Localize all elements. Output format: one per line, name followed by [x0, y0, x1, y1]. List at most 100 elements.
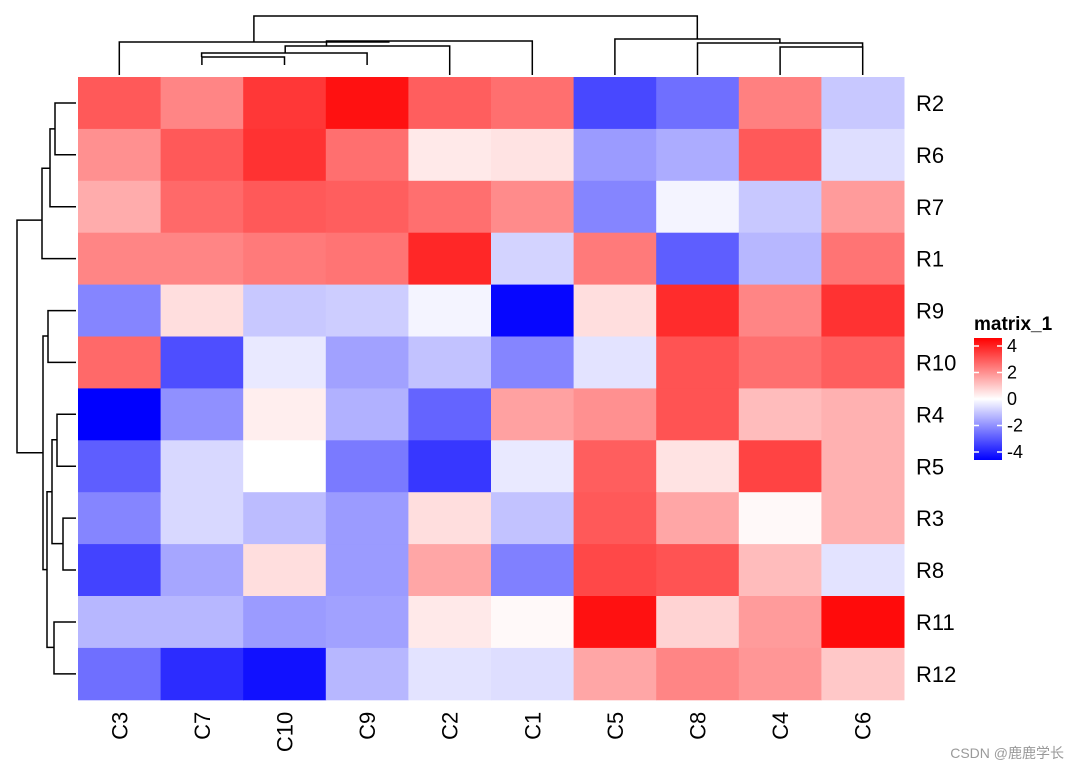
column-label-C9: C9	[355, 712, 380, 740]
column-dendrogram	[118, 15, 864, 75]
heatmap-cell-R1-C10	[243, 232, 327, 286]
heatmap-cell-R12-C3	[78, 647, 162, 701]
heatmap-cell-R4-C6	[821, 388, 905, 441]
heatmap-cell-R4-C10	[243, 388, 327, 441]
column-label-C10: C10	[273, 712, 298, 752]
column-label-C8: C8	[686, 712, 711, 740]
heatmap-cell-R9-C4	[738, 284, 822, 337]
heatmap-cell-R2-C6	[821, 77, 905, 130]
heatmap-cell-R10-C1	[491, 336, 575, 389]
heatmap-cell-R6-C4	[738, 128, 822, 182]
heatmap-cell-R9-C8	[656, 284, 740, 337]
column-dendrogram-link	[253, 15, 699, 42]
heatmap-cell-R7-C9	[325, 180, 409, 234]
column-dendrogram-link	[325, 40, 534, 75]
heatmap-cell-R7-C6	[821, 180, 905, 234]
row-dendrogram-link	[49, 128, 76, 208]
heatmap-cell-R2-C2	[408, 77, 492, 130]
column-dendrogram-link	[779, 46, 864, 75]
heatmap-cell-R3-C7	[160, 492, 244, 545]
heatmap-cell-R5-C6	[821, 440, 905, 493]
column-label-C2: C2	[438, 712, 463, 740]
heatmap-cell-R3-C4	[738, 492, 822, 545]
row-label-R12: R12	[916, 662, 956, 687]
heatmap-cell-R2-C8	[656, 77, 740, 130]
heatmap-cell-R5-C4	[738, 440, 822, 493]
heatmap-cell-R9-C3	[78, 284, 162, 337]
heatmap-cell-R5-C9	[325, 440, 409, 493]
watermark: CSDN @鹿鹿学长	[950, 745, 1064, 761]
heatmap-cell-R9-C10	[243, 284, 327, 337]
heatmap-cell-R1-C3	[78, 232, 162, 286]
heatmap-cell-R11-C3	[78, 596, 162, 649]
row-label-R1: R1	[916, 247, 944, 272]
heatmap-cell-R6-C3	[78, 128, 162, 182]
heatmap-cell-R9-C9	[325, 284, 409, 337]
heatmap-cell-R1-C5	[573, 232, 657, 286]
heatmap-cell-R9-C1	[491, 284, 575, 337]
row-dendrogram-link	[54, 102, 76, 156]
legend-tick-label: 4	[1007, 336, 1017, 356]
row-labels: R2 R6 R7 R1 R9 R10 R4 R5 R3 R8 R11 R12	[916, 91, 956, 687]
heatmap-cell-R7-C4	[738, 180, 822, 234]
heatmap-cell-R8-C9	[325, 544, 409, 597]
column-dendrogram-link	[201, 56, 286, 65]
column-label-C6: C6	[851, 712, 876, 740]
heatmap-cell-R5-C7	[160, 440, 244, 493]
heatmap-cell-R11-C10	[243, 596, 327, 649]
heatmap-cell-R4-C5	[573, 388, 657, 441]
heatmap-cell-R11-C1	[491, 596, 575, 649]
legend-ticks: 4 2 0 -2 -4	[974, 336, 1023, 462]
heatmap-cell-R12-C2	[408, 647, 492, 701]
heatmap-cell-R12-C1	[491, 647, 575, 701]
color-legend: matrix_1 4 2 0 -2 -4	[974, 314, 1053, 462]
heatmap-cell-R3-C10	[243, 492, 327, 545]
heatmap-cell-R5-C5	[573, 440, 657, 493]
row-dendrogram-link	[56, 413, 76, 468]
row-label-R7: R7	[916, 195, 944, 220]
heatmap-cell-R6-C2	[408, 128, 492, 182]
heatmap-cell-R9-C5	[573, 284, 657, 337]
row-label-R3: R3	[916, 506, 944, 531]
row-dendrogram-link	[46, 490, 54, 649]
heatmap-cell-R4-C4	[738, 388, 822, 441]
heatmap-cell-R9-C7	[160, 284, 244, 337]
heatmap-cells	[78, 77, 905, 701]
heatmap-cell-R9-C6	[821, 284, 905, 337]
heatmap-cell-R2-C3	[78, 77, 162, 130]
heatmap-cell-R11-C9	[325, 596, 409, 649]
column-label-C1: C1	[520, 712, 545, 740]
row-dendrogram	[16, 102, 76, 675]
heatmap-cell-R5-C8	[656, 440, 740, 493]
heatmap-cell-R3-C6	[821, 492, 905, 545]
heatmap-cell-R3-C9	[325, 492, 409, 545]
heatmap-cell-R8-C7	[160, 544, 244, 597]
row-label-R4: R4	[916, 402, 944, 427]
heatmap-cell-R8-C1	[491, 544, 575, 597]
heatmap-cell-R1-C1	[491, 232, 575, 286]
heatmap-cell-R3-C5	[573, 492, 657, 545]
heatmap-cell-R7-C3	[78, 180, 162, 234]
heatmap-cell-R8-C5	[573, 544, 657, 597]
heatmap-cell-R1-C9	[325, 232, 409, 286]
column-label-C5: C5	[603, 712, 628, 740]
row-label-R11: R11	[916, 610, 955, 635]
heatmap-cell-R12-C7	[160, 647, 244, 701]
heatmap-cell-R2-C4	[738, 77, 822, 130]
column-labels: C3 C7 C10 C9 C2 C1 C5 C8 C4 C6	[107, 712, 875, 752]
heatmap-cell-R6-C6	[821, 128, 905, 182]
heatmap-cell-R4-C9	[325, 388, 409, 441]
heatmap-cell-R6-C8	[656, 128, 740, 182]
heatmap-cell-R10-C9	[325, 336, 409, 389]
heatmap-cell-R8-C3	[78, 544, 162, 597]
heatmap-cell-R10-C7	[160, 336, 244, 389]
heatmap-cell-R10-C3	[78, 336, 162, 389]
heatmap-cell-R8-C10	[243, 544, 327, 597]
row-label-R9: R9	[916, 299, 944, 324]
heatmap-cell-R8-C2	[408, 544, 492, 597]
heatmap-cell-R12-C8	[656, 647, 740, 701]
column-label-C7: C7	[190, 712, 215, 740]
heatmap-cell-R11-C2	[408, 596, 492, 649]
heatmap-cell-R1-C7	[160, 232, 244, 286]
heatmap-cell-R6-C1	[491, 128, 575, 182]
